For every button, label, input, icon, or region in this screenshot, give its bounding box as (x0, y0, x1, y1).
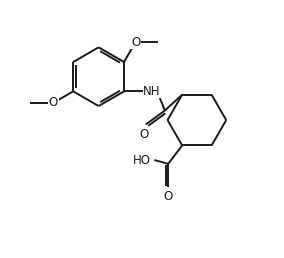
Text: O: O (49, 96, 58, 109)
Text: HO: HO (133, 154, 151, 166)
Text: NH: NH (143, 85, 161, 98)
Text: O: O (164, 190, 173, 203)
Text: O: O (131, 36, 140, 49)
Text: O: O (140, 128, 149, 141)
